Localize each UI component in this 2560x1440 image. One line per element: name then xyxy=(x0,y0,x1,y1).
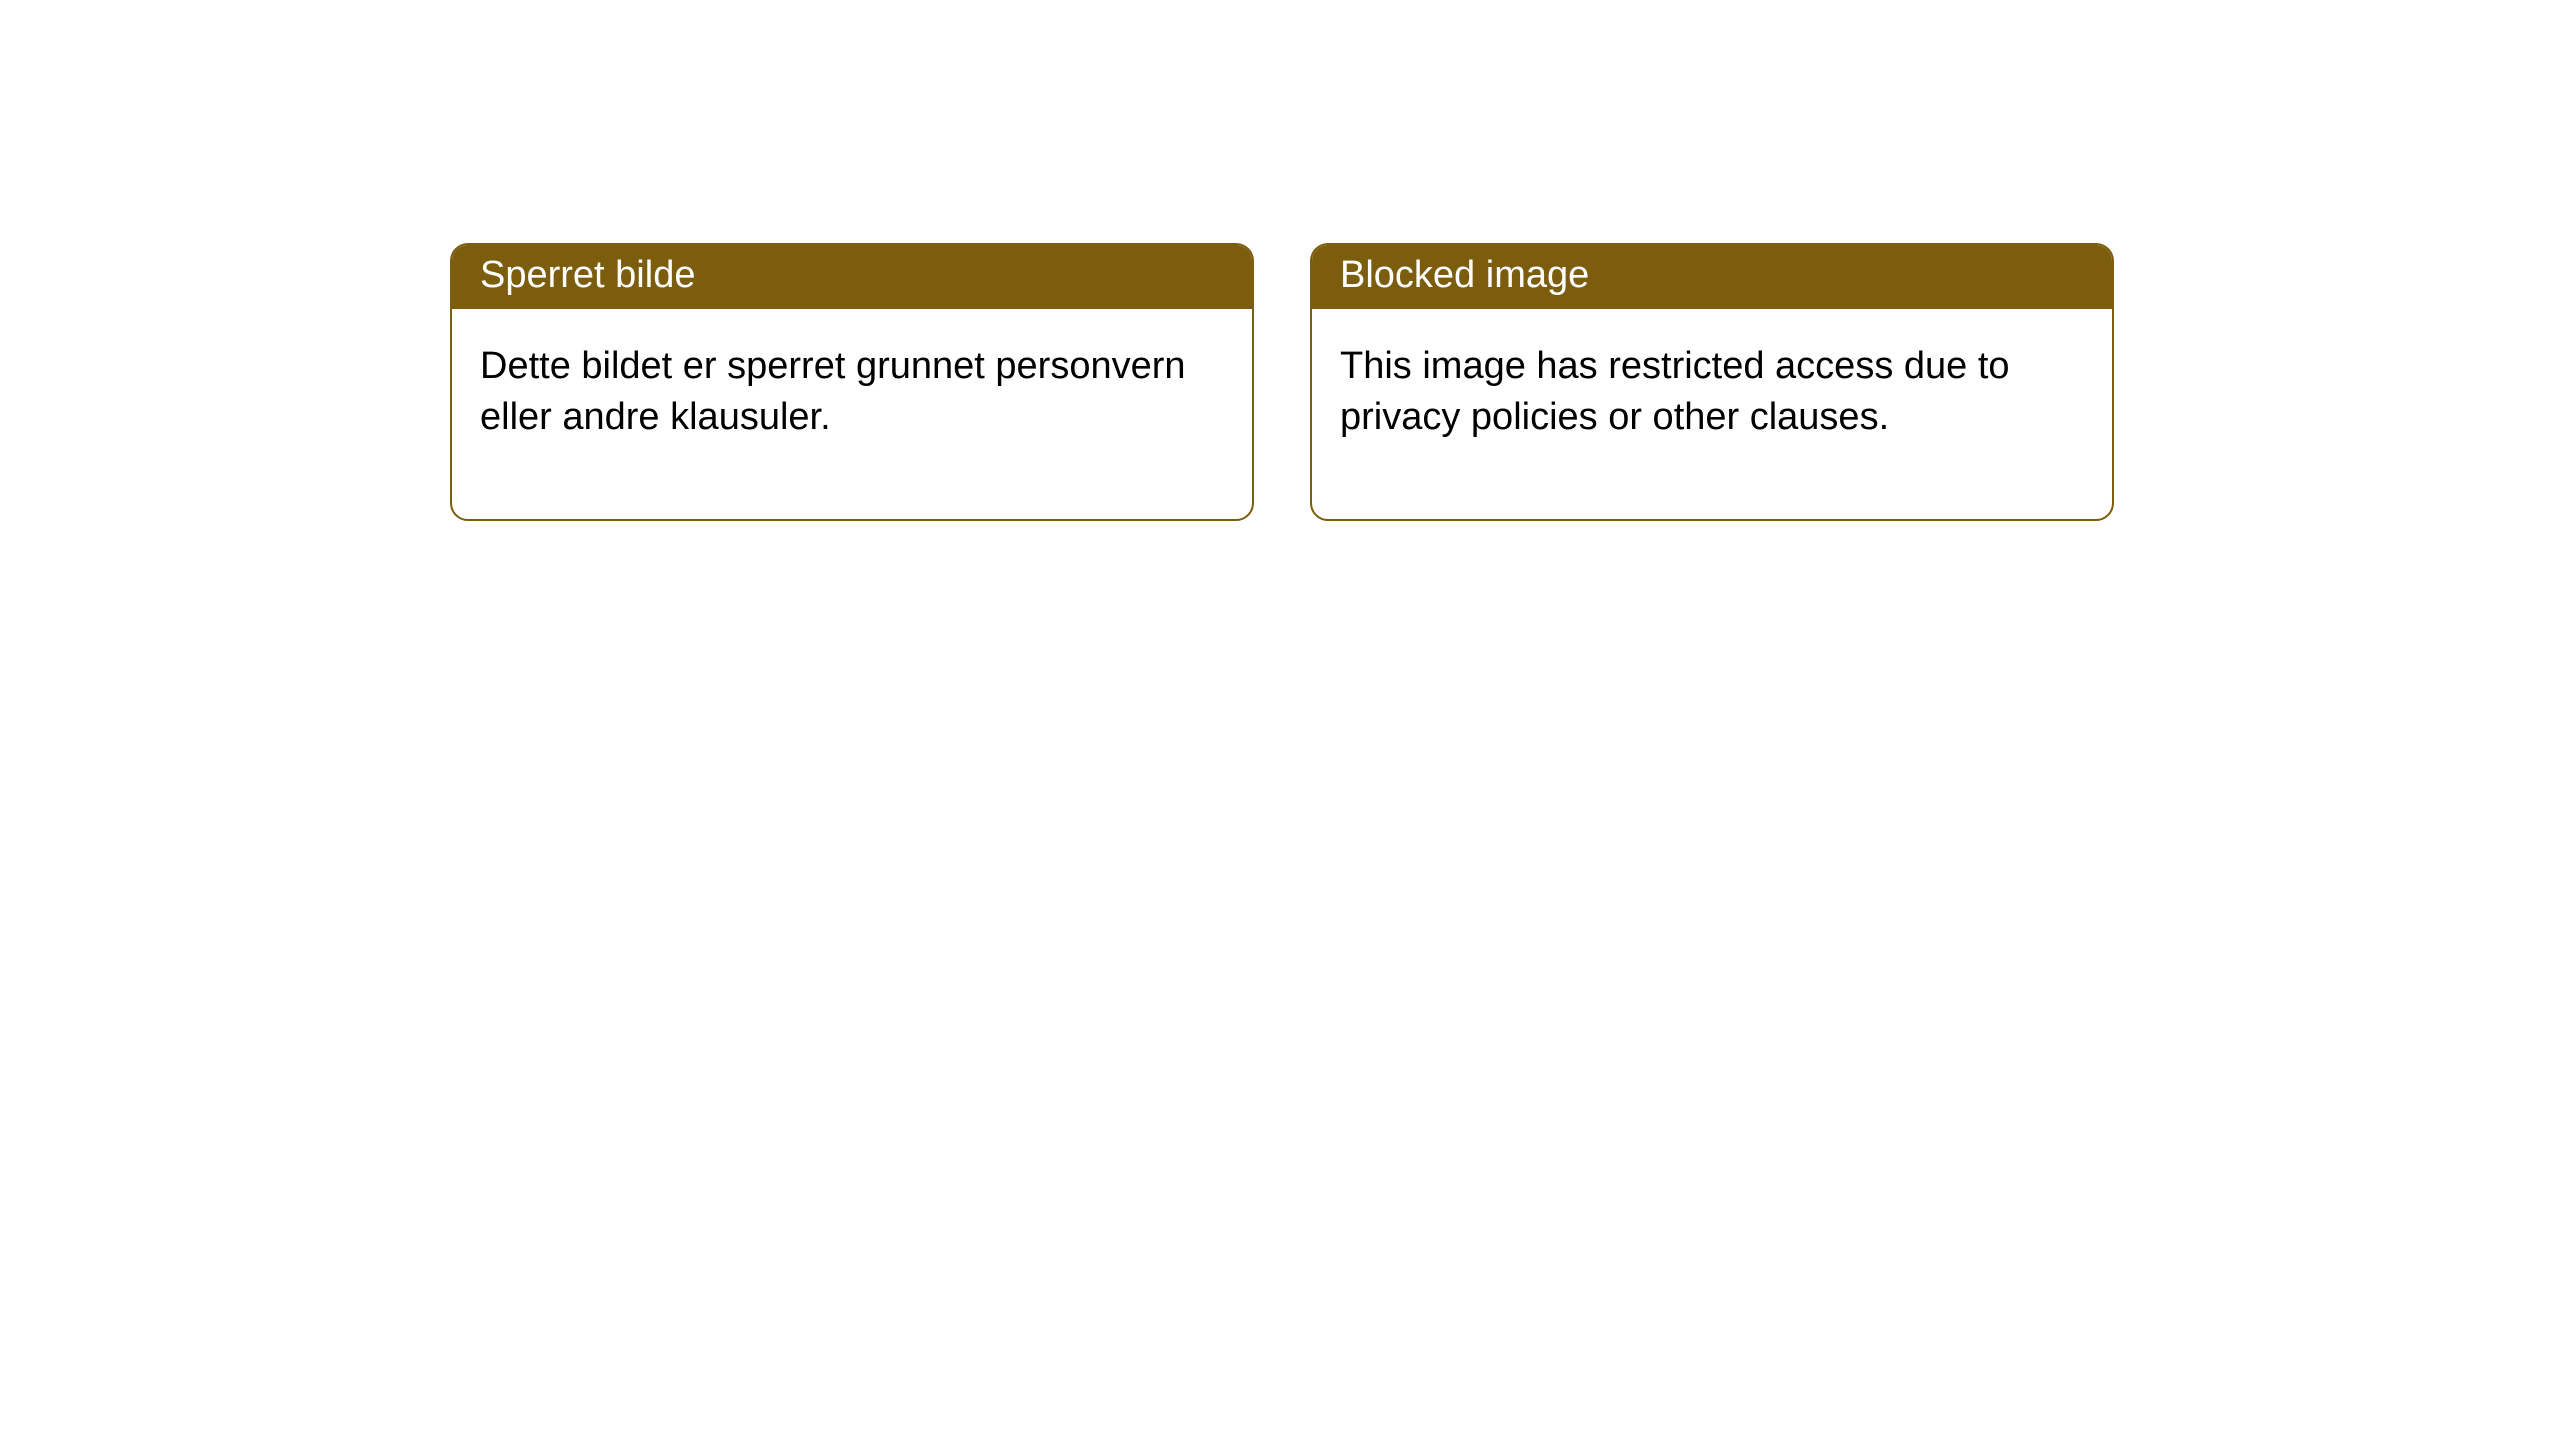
notice-container: Sperret bilde Dette bildet er sperret gr… xyxy=(0,0,2560,521)
notice-title: Blocked image xyxy=(1312,245,2112,309)
notice-body: This image has restricted access due to … xyxy=(1312,309,2112,520)
notice-card-norwegian: Sperret bilde Dette bildet er sperret gr… xyxy=(450,243,1254,521)
notice-body: Dette bildet er sperret grunnet personve… xyxy=(452,309,1252,520)
notice-card-english: Blocked image This image has restricted … xyxy=(1310,243,2114,521)
notice-title: Sperret bilde xyxy=(452,245,1252,309)
